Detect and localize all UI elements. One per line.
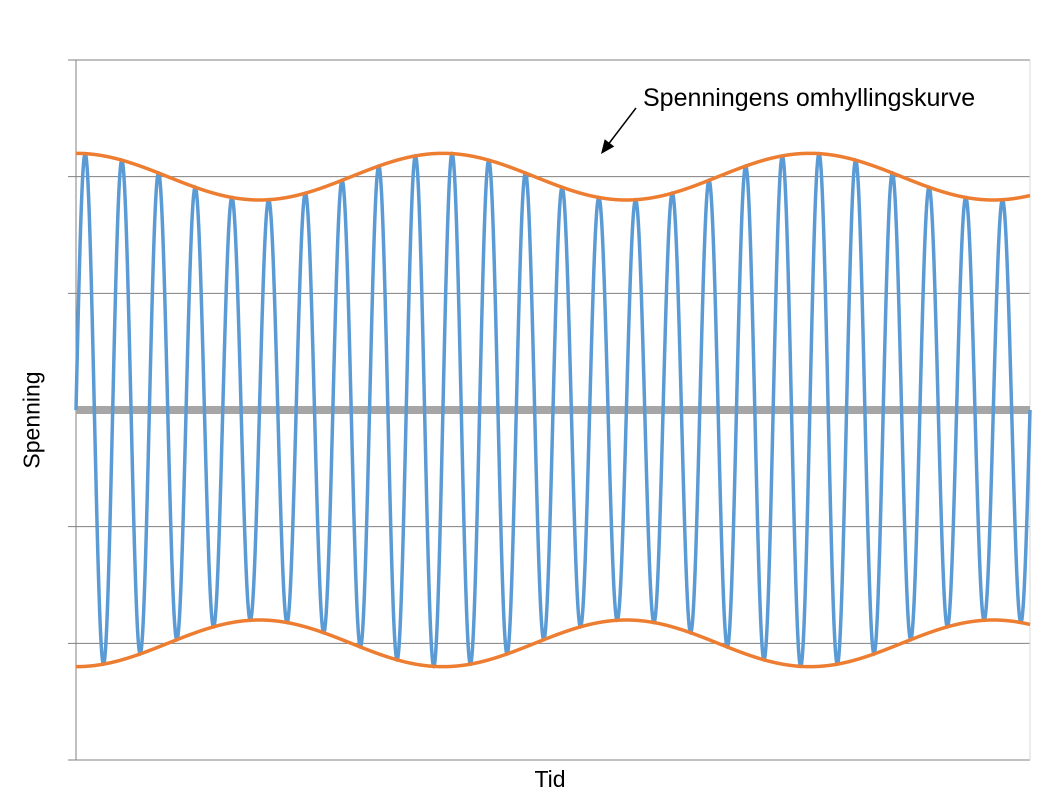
upper-envelope-line (76, 151, 1031, 202)
carrier-series-line (74, 151, 1032, 669)
annotation-arrow-shaft (606, 107, 637, 147)
x-axis-label: Tid (534, 766, 566, 792)
annotation-arrow-head (601, 139, 615, 154)
annotation-arrow (601, 107, 637, 154)
envelope-annotation: Spenningens omhyllingskurve (643, 84, 976, 112)
lower-envelope-line (76, 618, 1031, 669)
y-axis-label: Spenning (18, 371, 45, 469)
